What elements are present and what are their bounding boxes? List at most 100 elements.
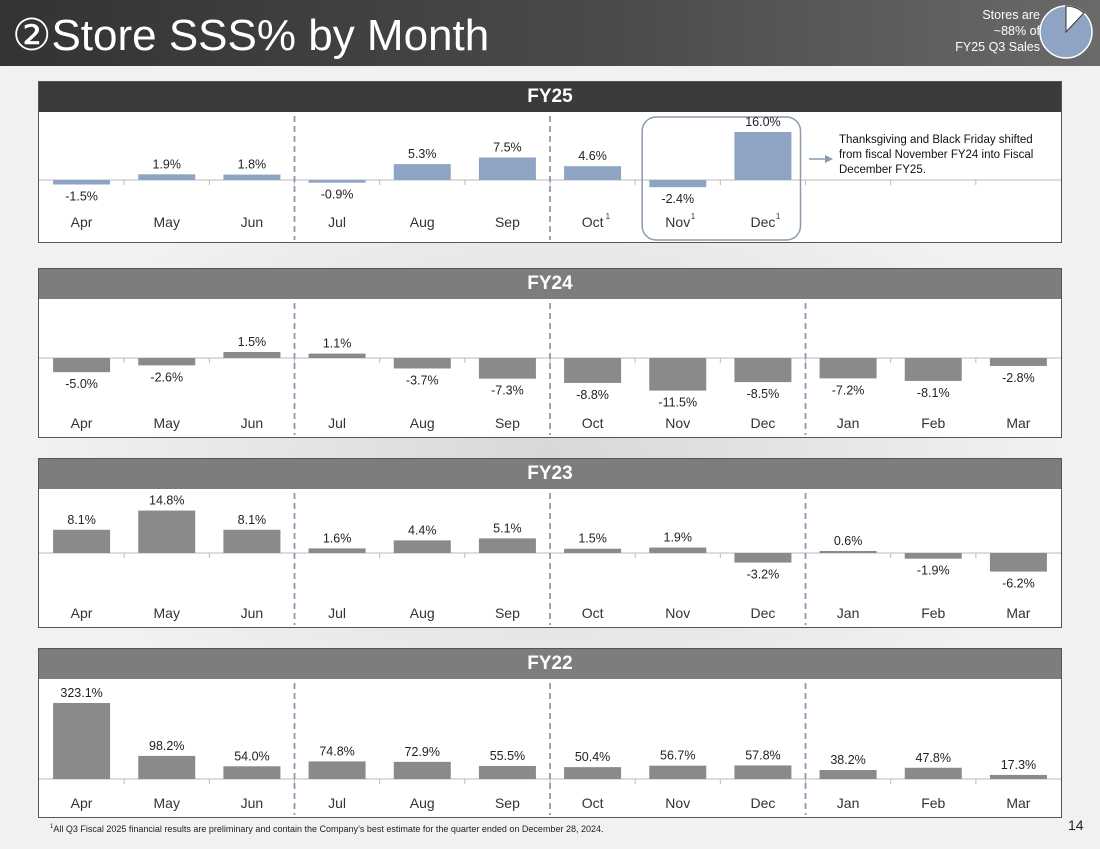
bar-oct	[564, 548, 622, 553]
footnote-mark: 1	[606, 212, 611, 221]
bar-aug	[393, 540, 451, 553]
header-bar	[0, 0, 1100, 66]
stores-share-note: Stores are ~88% of FY25 Q3 Sales	[930, 7, 1040, 55]
bar-jun	[223, 174, 281, 180]
category-label: Aug	[410, 214, 435, 230]
category-label: Oct	[582, 214, 604, 230]
bar-dec	[734, 132, 792, 180]
bar-sep	[478, 157, 536, 180]
data-label: 7.5%	[493, 141, 521, 155]
bar-dec	[734, 765, 792, 779]
highlight-box	[641, 116, 802, 241]
bar-jan	[819, 551, 877, 553]
bar-apr	[53, 703, 111, 779]
fy23-bar-chart: 8.1% Apr 14.8% May 8.1% Jun 1.6% Jul 4.4% Aug 5.1%…	[39, 493, 1061, 625]
fy24-panel: FY24 -5.0% Apr -2.6% May 1.5% Jun 1.1% Jul -3.7%…	[38, 268, 1062, 438]
category-label: Jun	[241, 214, 264, 230]
data-label: -8.5%	[747, 387, 780, 401]
data-label: -3.2%	[747, 568, 780, 582]
data-label: -1.5%	[65, 190, 98, 204]
category-label: Aug	[410, 415, 435, 431]
category-label: Jul	[328, 605, 346, 621]
data-label: 1.6%	[323, 531, 352, 545]
footnote-text: All Q3 Fiscal 2025 financial results are…	[53, 824, 604, 834]
bar-nov	[649, 358, 707, 391]
data-label: 1.1%	[323, 337, 352, 351]
bar-nov	[649, 180, 707, 188]
data-label: -2.6%	[150, 370, 183, 384]
bar-may	[138, 755, 196, 779]
bar-dec	[734, 553, 792, 563]
data-label: -0.9%	[321, 188, 354, 202]
panel-title: FY23	[39, 459, 1061, 489]
data-label: 55.5%	[490, 749, 525, 763]
category-label: Sep	[495, 214, 520, 230]
category-label: Jul	[328, 415, 346, 431]
annotation-text: December FY25.	[839, 164, 926, 176]
category-label: Mar	[1006, 415, 1030, 431]
category-label: May	[154, 605, 180, 621]
data-label: 1.8%	[238, 158, 267, 172]
stores-note-line: ~88% of	[993, 24, 1040, 38]
category-label: Jul	[328, 214, 346, 230]
data-label: -11.5%	[658, 396, 697, 410]
category-label: Sep	[495, 795, 520, 811]
bar-jun	[223, 766, 281, 779]
category-label: Apr	[71, 605, 93, 621]
category-label: Dec	[750, 605, 775, 621]
category-label: Jun	[241, 605, 264, 621]
data-label: 47.8%	[916, 751, 951, 765]
data-label: -7.2%	[832, 383, 865, 397]
bar-jun	[223, 352, 281, 358]
data-label: 72.9%	[405, 745, 440, 759]
page-title: ②Store SSS% by Month	[12, 11, 490, 60]
footnote-mark: 1	[691, 212, 696, 221]
category-label: Sep	[495, 605, 520, 621]
footnote-mark: 1	[776, 212, 781, 221]
data-label: 50.4%	[575, 750, 610, 764]
data-label: 98.2%	[149, 739, 184, 753]
category-label: Apr	[71, 415, 93, 431]
fy22-panel: FY22 323.1% Apr 98.2% May 54.0% Jun 74.8% Jul 72…	[38, 648, 1062, 818]
category-label: Nov	[665, 214, 690, 230]
category-label: Jun	[241, 795, 264, 811]
data-label: -5.0%	[65, 377, 98, 391]
category-label: Dec	[750, 795, 775, 811]
bar-oct	[564, 767, 622, 779]
data-label: 1.5%	[238, 335, 267, 349]
fy24-bar-chart: -5.0% Apr -2.6% May 1.5% Jun 1.1% Jul -3.7% Aug -7…	[39, 303, 1061, 435]
bar-jul	[308, 548, 366, 553]
bar-aug	[393, 761, 451, 779]
page-number: 14	[1068, 817, 1084, 833]
data-label: 1.5%	[578, 532, 607, 546]
category-label: Feb	[921, 415, 945, 431]
bar-feb	[904, 553, 962, 559]
bar-jan	[819, 358, 877, 379]
data-label: -7.3%	[491, 384, 524, 398]
panel-title: FY24	[39, 269, 1061, 299]
category-label: Nov	[665, 605, 690, 621]
category-label: Jul	[328, 795, 346, 811]
category-label: Apr	[71, 214, 93, 230]
bar-jul	[308, 180, 366, 183]
bar-sep	[478, 538, 536, 553]
data-label: 17.3%	[1001, 758, 1036, 772]
category-label: Dec	[750, 415, 775, 431]
bar-sep	[478, 765, 536, 779]
data-label: -1.9%	[917, 564, 950, 578]
category-label: May	[154, 795, 180, 811]
data-label: 14.8%	[149, 494, 184, 508]
category-label: Aug	[410, 605, 435, 621]
data-label: 54.0%	[234, 749, 269, 763]
data-label: 57.8%	[745, 748, 780, 762]
data-label: 4.4%	[408, 523, 437, 537]
data-label: -6.2%	[1002, 577, 1035, 591]
category-label: Apr	[71, 795, 93, 811]
bar-nov	[649, 547, 707, 553]
stores-note-line: FY25 Q3 Sales	[955, 40, 1040, 54]
category-label: Feb	[921, 605, 945, 621]
data-label: 74.8%	[319, 744, 354, 758]
bar-apr	[53, 180, 111, 185]
bar-oct	[564, 166, 622, 180]
category-label: Nov	[665, 415, 690, 431]
